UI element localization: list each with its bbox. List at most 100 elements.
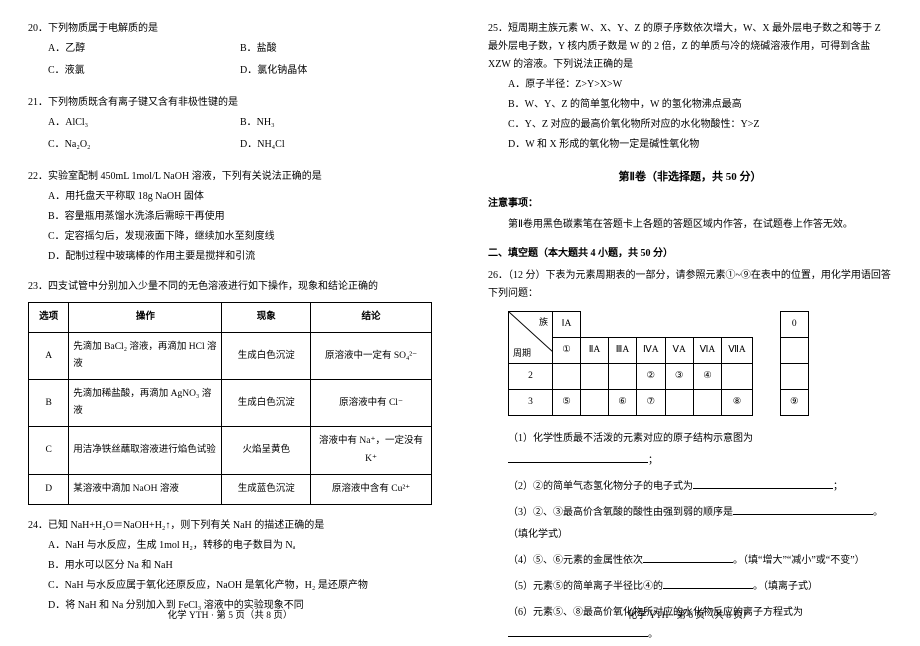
q20-text: 20．下列物质属于电解质的是	[28, 23, 158, 34]
r3-c6	[693, 390, 722, 416]
q21-opt-a: A．AlCl₃	[48, 114, 240, 132]
q23-a3: 原溶液中一定有 SO₄²⁻	[311, 333, 432, 380]
col-7a: ⅦA	[722, 338, 753, 364]
col-2a: ⅡA	[581, 338, 609, 364]
r3-c2	[581, 390, 609, 416]
col-gap	[581, 312, 781, 338]
q23-d0: D	[29, 474, 69, 504]
r2-c2	[581, 364, 609, 390]
q22-opt-d: D．配制过程中玻璃棒的作用主要是搅拌和引流	[48, 248, 432, 266]
q26-f1-text: （1）化学性质最不活泼的元素对应的原子结构示意图为	[508, 433, 753, 444]
q23-b3: 原溶液中有 Cl⁻	[311, 380, 432, 427]
q24-opt-c: C．NaH 与水反应属于氧化还原反应，NaOH 是氧化产物，H₂ 是还原产物	[48, 577, 432, 595]
q26-fill-5: （5）元素⑤的简单离子半径比④的。（填离子式）	[488, 576, 892, 598]
q22-opt-b: B．容量瓶用蒸馏水洗涤后需晾干再使用	[48, 208, 432, 226]
q26-f3-text: （3）②、③最高价含氧酸的酸性由强到弱的顺序是	[508, 507, 733, 518]
q26-fill-3: （3）②、③最高价含氧酸的酸性由强到弱的顺序是。（填化学式）	[488, 502, 892, 546]
question-23: 23．四支试管中分别加入少量不同的无色溶液进行如下操作，现象和结论正确的 选项 …	[28, 278, 432, 505]
q21-options: A．AlCl₃ B．NH₃ C．Na₂O₂ D．NH₄Cl	[28, 112, 432, 156]
q23-h1: 操作	[69, 303, 222, 333]
q26-f2-suf: ；	[833, 481, 843, 492]
q23-a2: 生成白色沉淀	[222, 333, 311, 380]
table-row: B 先滴加稀盐酸，再滴加 AgNO₃ 溶液 生成白色沉淀 原溶液中有 Cl⁻	[29, 380, 432, 427]
blank	[508, 451, 648, 463]
q21-opt-c: C．Na₂O₂	[48, 136, 240, 154]
col-1a: ⅠA	[553, 312, 581, 338]
blank	[508, 625, 648, 637]
r2-gap	[752, 364, 780, 390]
q24-text: 24．已知 NaH+H₂O＝NaOH+H₂↑，则下列有关 NaH 的描述正确的是	[28, 520, 324, 531]
q25-opt-c: C．Y、Z 对应的最高价氧化物所对应的水化物酸性：Y>Z	[508, 116, 892, 134]
diag-bot: 周期	[513, 345, 531, 361]
r3-c7: ⑧	[722, 390, 753, 416]
q23-a1: 先滴加 BaCl₂ 溶液，再滴加 HCl 溶液	[69, 333, 222, 380]
q22-text: 22．实验室配制 450mL 1mol/L NaOH 溶液，下列有关说法正确的是	[28, 171, 322, 182]
table-row: 选项 操作 现象 结论	[29, 303, 432, 333]
table-row: 3 ⑤ ⑥ ⑦ ⑧ ⑨	[509, 390, 809, 416]
q26-text: 26．（12 分）下表为元素周期表的一部分，请参照元素①~⑨在表中的位置，用化学…	[488, 270, 891, 299]
r2-c5: ③	[665, 364, 693, 390]
fill-blank-header: 二、填空题（本大题共 4 小题，共 50 分）	[488, 244, 892, 259]
q25-opt-a: A．原子半径：Z>Y>X>W	[508, 76, 892, 94]
r2-p: 2	[509, 364, 553, 390]
q26-f5-suf: 。（填离子式）	[753, 581, 818, 592]
col-6a: ⅥA	[693, 338, 722, 364]
table-row: A 先滴加 BaCl₂ 溶液，再滴加 HCl 溶液 生成白色沉淀 原溶液中一定有…	[29, 333, 432, 380]
r3-c4: ⑦	[637, 390, 666, 416]
q22-options: A．用托盘天平称取 18g NaOH 固体 B．容量瓶用蒸馏水洗涤后需晾干再使用…	[28, 188, 432, 266]
question-24: 24．已知 NaH+H₂O＝NaOH+H₂↑，则下列有关 NaH 的描述正确的是…	[28, 517, 432, 615]
page-footer-6: 化学 YTH · 第 6 页（共 8 页）	[460, 607, 920, 621]
q23-h3: 结论	[311, 303, 432, 333]
table-row: ① ⅡA ⅢA ⅣA ⅤA ⅥA ⅦA	[509, 338, 809, 364]
r3-c5	[665, 390, 693, 416]
section-2-title: 第Ⅱ卷（非选择题，共 50 分）	[488, 168, 892, 184]
r1-c9	[780, 338, 808, 364]
q24-opt-a: A．NaH 与水反应，生成 1mol H₂，转移的电子数目为 Nₐ	[48, 537, 432, 555]
q23-table: 选项 操作 现象 结论 A 先滴加 BaCl₂ 溶液，再滴加 HCl 溶液 生成…	[28, 302, 432, 505]
q26-f6-suf: 。	[648, 629, 658, 640]
table-row: D 某溶液中滴加 NaOH 溶液 生成蓝色沉淀 原溶液中含有 Cu²⁺	[29, 474, 432, 504]
q21-opt-d: D．NH₄Cl	[240, 136, 432, 154]
q26-fill-1: （1）化学性质最不活泼的元素对应的原子结构示意图为；	[488, 428, 892, 472]
q21-opt-b: B．NH₃	[240, 114, 432, 132]
q25-opt-d: D．W 和 X 形成的氧化物一定是碱性氧化物	[508, 136, 892, 154]
q20-options: A．乙醇 B．盐酸 C．液氯 D．氯化钠晶体	[28, 38, 432, 82]
q23-b2: 生成白色沉淀	[222, 380, 311, 427]
q26-f2-text: （2）②的简单气态氢化物分子的电子式为	[508, 481, 693, 492]
q25-opt-b: B．W、Y、Z 的简单氢化物中，W 的氢化物沸点最高	[508, 96, 892, 114]
q22-opt-a: A．用托盘天平称取 18g NaOH 固体	[48, 188, 432, 206]
q23-h2: 现象	[222, 303, 311, 333]
col-5a: ⅤA	[665, 338, 693, 364]
q25-text: 25．短周期主族元素 W、X、Y、Z 的原子序数依次增大，W、X 最外层电子数之…	[488, 23, 881, 70]
blank	[643, 551, 733, 563]
q20-opt-b: B．盐酸	[240, 40, 432, 58]
q23-d1: 某溶液中滴加 NaOH 溶液	[69, 474, 222, 504]
q23-a0: A	[29, 333, 69, 380]
r3-c9: ⑨	[780, 390, 808, 416]
q23-text: 23．四支试管中分别加入少量不同的无色溶液进行如下操作，现象和结论正确的	[28, 281, 378, 292]
question-25: 25．短周期主族元素 W、X、Y、Z 的原子序数依次增大，W、X 最外层电子数之…	[488, 20, 892, 154]
r1-c1: ①	[553, 338, 581, 364]
q23-c1: 用洁净铁丝蘸取溶液进行焰色试验	[69, 427, 222, 474]
q20-opt-a: A．乙醇	[48, 40, 240, 58]
r2-c4: ②	[637, 364, 666, 390]
diag-top: 族	[539, 314, 548, 330]
question-20: 20．下列物质属于电解质的是 A．乙醇 B．盐酸 C．液氯 D．氯化钠晶体	[28, 20, 432, 82]
table-row: 族 周期 ⅠA 0	[509, 312, 809, 338]
r2-c1	[553, 364, 581, 390]
q24-opt-b: B．用水可以区分 Na 和 NaH	[48, 557, 432, 575]
blank	[693, 477, 833, 489]
q23-d2: 生成蓝色沉淀	[222, 474, 311, 504]
q23-c3: 溶液中有 Na⁺，一定没有 K⁺	[311, 427, 432, 474]
q20-opt-d: D．氯化钠晶体	[240, 62, 432, 80]
table-row: 2 ② ③ ④	[509, 364, 809, 390]
question-21: 21．下列物质既含有离子键又含有非极性键的是 A．AlCl₃ B．NH₃ C．N…	[28, 94, 432, 156]
col-gap2	[752, 338, 780, 364]
q23-d3: 原溶液中含有 Cu²⁺	[311, 474, 432, 504]
q22-opt-c: C．定容摇匀后，发现液面下降，继续加水至刻度线	[48, 228, 432, 246]
q26-f4-suf: 。（填“增大”“减小”或“不变”）	[733, 555, 865, 566]
col-3a: ⅢA	[609, 338, 637, 364]
q21-text: 21．下列物质既含有离子键又含有非极性键的是	[28, 97, 238, 108]
page-footer-5: 化学 YTH · 第 5 页（共 8 页）	[0, 607, 460, 621]
q23-c2: 火焰呈黄色	[222, 427, 311, 474]
